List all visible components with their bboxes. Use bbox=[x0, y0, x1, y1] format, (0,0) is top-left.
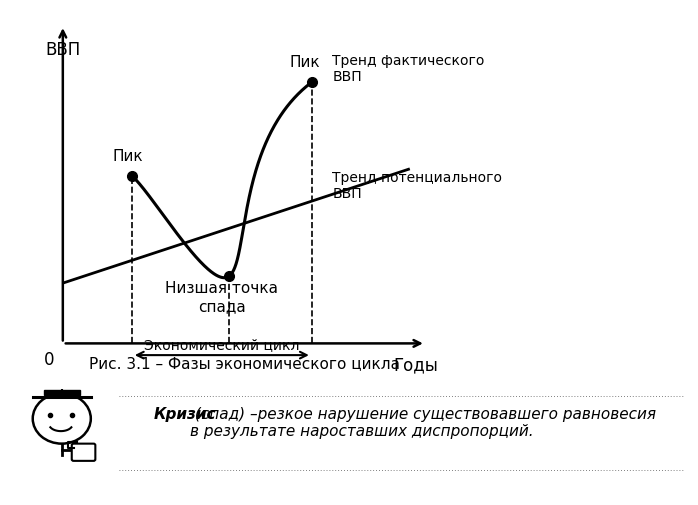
Text: Тренд потенциального
ВВП: Тренд потенциального ВВП bbox=[332, 171, 503, 201]
Text: Пик: Пик bbox=[289, 56, 320, 71]
FancyBboxPatch shape bbox=[72, 443, 96, 461]
Text: Годы: Годы bbox=[393, 356, 438, 374]
Text: Тренд фактического
ВВП: Тренд фактического ВВП bbox=[332, 54, 485, 84]
Text: Низшая точка
спада: Низшая точка спада bbox=[165, 281, 279, 314]
FancyBboxPatch shape bbox=[43, 390, 80, 395]
Text: Кризис: Кризис bbox=[154, 407, 216, 422]
Text: Пик: Пик bbox=[113, 149, 144, 164]
Text: (спад) –резкое нарушение существовавшего равновесия
в результате нароставших дис: (спад) –резкое нарушение существовавшего… bbox=[190, 407, 656, 439]
Text: ВВП: ВВП bbox=[45, 41, 81, 59]
Text: Рис. 3.1 – Фазы экономического цикла: Рис. 3.1 – Фазы экономического цикла bbox=[89, 356, 400, 371]
Text: Экономический цикл: Экономический цикл bbox=[144, 338, 299, 352]
Text: 0: 0 bbox=[44, 351, 54, 369]
Circle shape bbox=[33, 393, 91, 444]
